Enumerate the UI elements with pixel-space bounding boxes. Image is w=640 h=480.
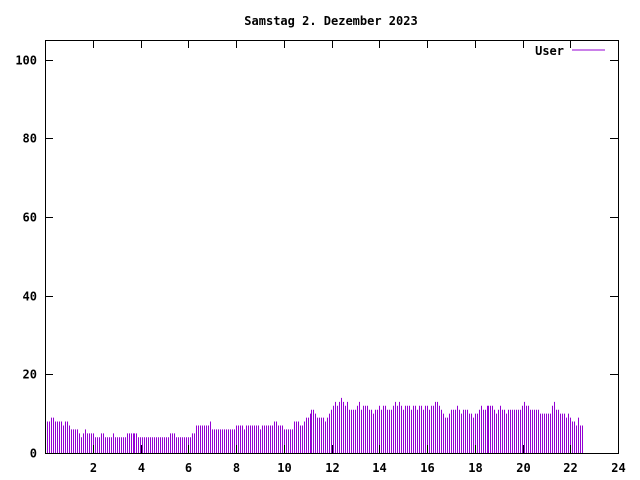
x-tick-label: 12	[325, 461, 339, 475]
x-tick-label: 8	[233, 461, 240, 475]
chart-title: Samstag 2. Dezember 2023	[244, 14, 417, 28]
x-tick-label: 16	[420, 461, 434, 475]
legend: User	[535, 44, 605, 58]
x-tick-label: 10	[277, 461, 291, 475]
x-tick-label: 18	[468, 461, 482, 475]
y-tick-label: 20	[23, 368, 37, 382]
x-tick-label: 20	[516, 461, 530, 475]
x-tick-label: 24	[611, 461, 625, 475]
legend-label: User	[535, 44, 564, 58]
y-tick-label: 40	[23, 290, 37, 304]
x-tick-label: 14	[372, 461, 386, 475]
y-tick-label: 0	[30, 447, 37, 461]
x-tick-label: 22	[563, 461, 577, 475]
x-tick-label: 6	[185, 461, 192, 475]
plot-frame	[45, 40, 619, 454]
y-tick-label: 100	[15, 54, 37, 68]
y-tick-label: 60	[23, 211, 37, 225]
y-tick-label: 80	[23, 132, 37, 146]
x-tick-label: 4	[138, 461, 145, 475]
x-tick-label: 2	[90, 461, 97, 475]
bar-series	[45, 397, 583, 453]
